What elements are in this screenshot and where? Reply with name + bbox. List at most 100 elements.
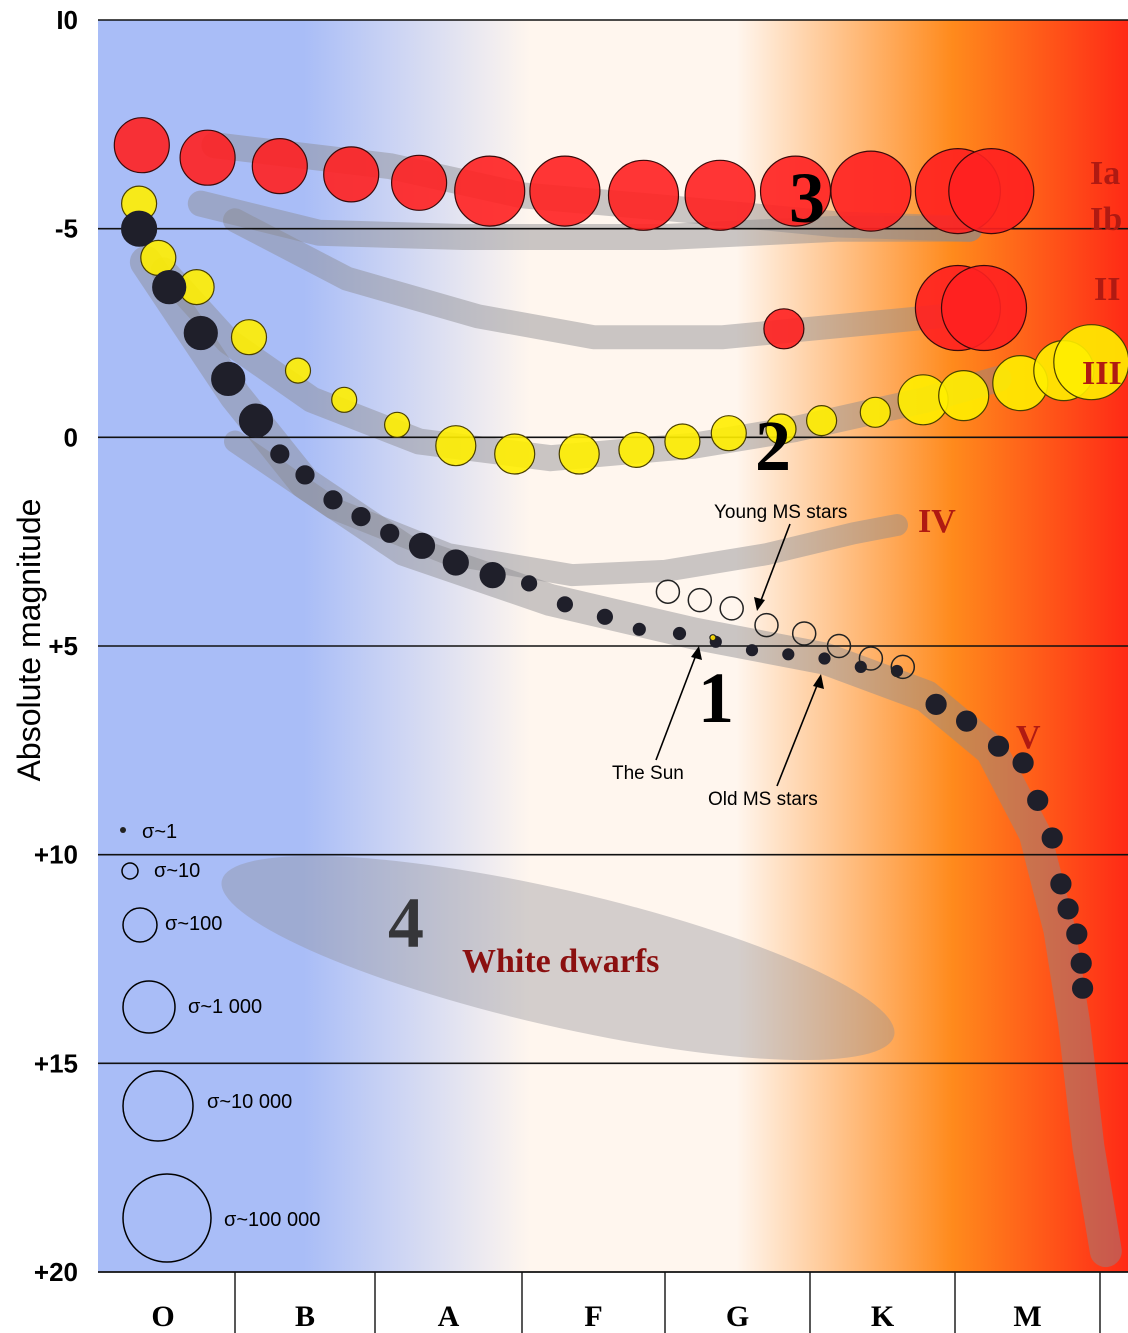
star-v bbox=[380, 523, 400, 543]
star-v bbox=[442, 549, 469, 576]
star-iii bbox=[230, 319, 268, 356]
arrowhead-old-ms bbox=[813, 674, 824, 689]
x-tick-label: G bbox=[726, 1300, 749, 1333]
star-v bbox=[987, 735, 1010, 757]
star-v bbox=[152, 270, 187, 305]
star-ia bbox=[454, 155, 526, 227]
x-tick-label: K bbox=[871, 1300, 895, 1333]
star-iii bbox=[938, 370, 990, 422]
legend-label-10000: σ~10 000 bbox=[207, 1091, 292, 1113]
annotation-young-ms: Young MS stars bbox=[714, 502, 847, 523]
region-label-3: 3 bbox=[789, 158, 825, 238]
y-tick-label: I0 bbox=[56, 5, 78, 35]
star-v bbox=[632, 622, 646, 636]
class-label-ia: Ia bbox=[1090, 155, 1120, 192]
x-tick-label: M bbox=[1013, 1300, 1041, 1333]
y-axis-label: Absolute magnitude bbox=[11, 499, 47, 782]
star-young-ms-stars bbox=[826, 633, 852, 659]
legend-label-100: σ~100 bbox=[165, 913, 222, 935]
star-v bbox=[1041, 827, 1063, 849]
class-label-v: V bbox=[1016, 719, 1041, 756]
annotation-old-ms: Old MS stars bbox=[708, 789, 818, 810]
star-ia bbox=[529, 155, 601, 227]
star-young-ms-stars bbox=[687, 587, 713, 613]
star-ii bbox=[763, 308, 805, 350]
star-v bbox=[1070, 952, 1092, 974]
star-ia bbox=[323, 146, 380, 203]
star-iii bbox=[331, 386, 358, 413]
star-v bbox=[211, 361, 246, 396]
star-ii bbox=[940, 264, 1028, 352]
star-iii bbox=[664, 423, 701, 460]
star-v bbox=[596, 608, 614, 625]
star-v bbox=[520, 575, 538, 592]
star-v bbox=[1050, 873, 1072, 895]
legend-symbol-1 bbox=[120, 827, 126, 833]
star-iii bbox=[618, 431, 655, 468]
star-young-ms-stars bbox=[655, 579, 681, 604]
star-young-ms-stars bbox=[791, 621, 817, 646]
legend-symbol-10000 bbox=[122, 1070, 194, 1142]
star-iii bbox=[859, 396, 891, 428]
y-tick-label: +15 bbox=[34, 1048, 78, 1078]
legend-label-1000: σ~1 000 bbox=[188, 996, 262, 1018]
arrow-young-ms bbox=[759, 523, 791, 604]
star-ia bbox=[179, 129, 236, 186]
star-v bbox=[1027, 789, 1049, 812]
star-iii bbox=[494, 433, 536, 475]
y-tick-label: +10 bbox=[34, 840, 78, 870]
star-v bbox=[672, 626, 687, 641]
region-labels: 1 2 3 4 bbox=[388, 158, 825, 963]
star-v bbox=[818, 652, 831, 665]
star-iii bbox=[384, 411, 411, 438]
star-v bbox=[323, 490, 343, 510]
white-dwarfs-label: White dwarfs bbox=[462, 943, 659, 980]
arrow-old-ms bbox=[776, 682, 819, 787]
star-v bbox=[295, 465, 315, 485]
annotations: Young MS stars The Sun Old MS stars bbox=[612, 502, 847, 810]
star-v bbox=[955, 710, 978, 732]
star-iii bbox=[435, 425, 477, 467]
star-ia bbox=[113, 117, 170, 174]
size-legend: σ~1 σ~10 σ~100 σ~1 000 σ~10 000 σ~100 00… bbox=[120, 821, 320, 1263]
legend-symbol-10 bbox=[121, 862, 139, 880]
star-v bbox=[270, 444, 290, 464]
star-v bbox=[1066, 923, 1088, 945]
star-iii bbox=[710, 415, 747, 452]
star-v bbox=[351, 506, 371, 527]
star-young-ms-stars bbox=[858, 646, 884, 671]
region-label-1: 1 bbox=[698, 658, 734, 738]
legend-symbol-100000 bbox=[122, 1173, 212, 1263]
star-ia bbox=[684, 159, 756, 231]
star-v bbox=[1057, 898, 1079, 920]
magnitude-grid bbox=[98, 19, 1128, 1273]
class-label-ii: II bbox=[1094, 271, 1120, 308]
star-iii bbox=[765, 413, 797, 445]
star-iii bbox=[1053, 324, 1128, 401]
x-tick-label: A bbox=[438, 1300, 460, 1333]
arrowhead-young-ms bbox=[754, 597, 765, 611]
arrow-the-sun bbox=[655, 654, 697, 761]
star-ia bbox=[251, 138, 308, 195]
band-main-sequence bbox=[129, 246, 1122, 1268]
y-tick-label: -5 bbox=[55, 214, 78, 244]
star-ia bbox=[391, 154, 448, 211]
star-v bbox=[556, 596, 574, 613]
legend-symbol-1000 bbox=[122, 980, 176, 1034]
class-label-ib: Ib bbox=[1090, 201, 1122, 238]
legend-label-100000: σ~100 000 bbox=[224, 1209, 320, 1231]
star-v bbox=[121, 210, 158, 247]
star-v bbox=[782, 648, 795, 661]
star-young-ms-stars bbox=[754, 612, 779, 638]
star-iii bbox=[284, 357, 312, 384]
star-v bbox=[854, 660, 867, 674]
region-label-4: 4 bbox=[388, 883, 424, 963]
star-v bbox=[890, 664, 904, 678]
legend-label-1: σ~1 bbox=[142, 821, 177, 843]
star-v bbox=[745, 644, 759, 657]
star-the-sun bbox=[709, 634, 717, 642]
star-markers bbox=[113, 117, 1128, 999]
band-bright-giant bbox=[223, 208, 996, 350]
y-tick-label: +20 bbox=[34, 1257, 78, 1287]
